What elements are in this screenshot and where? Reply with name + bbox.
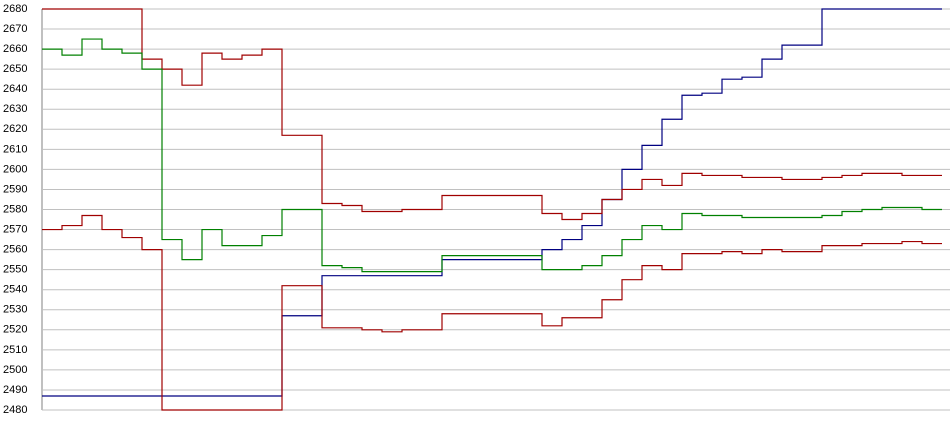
y-tick-label: 2650 xyxy=(3,63,27,75)
y-tick-label: 2490 xyxy=(3,384,27,396)
y-tick-label: 2550 xyxy=(3,264,27,276)
series-line xyxy=(42,8,942,221)
y-tick-label: 2670 xyxy=(3,23,27,35)
y-tick-label: 2680 xyxy=(3,3,27,15)
y-tick-label: 2500 xyxy=(3,364,27,376)
y-tick-label: 2520 xyxy=(3,324,27,336)
y-tick-label: 2620 xyxy=(3,123,27,135)
series-line xyxy=(42,8,942,397)
y-tick-label: 2570 xyxy=(3,223,27,235)
series-line xyxy=(42,214,942,411)
y-tick-label: 2480 xyxy=(3,404,27,416)
y-tick-label: 2660 xyxy=(3,43,27,55)
y-tick-label: 2530 xyxy=(3,304,27,316)
y-tick-label: 2600 xyxy=(3,163,27,175)
y-tick-label: 2560 xyxy=(3,244,27,256)
y-tick-label: 2640 xyxy=(3,83,27,95)
series-line xyxy=(42,38,942,273)
y-tick-label: 2580 xyxy=(3,203,27,215)
y-tick-label: 2630 xyxy=(3,103,27,115)
y-tick-label: 2610 xyxy=(3,143,27,155)
y-tick-label: 2540 xyxy=(3,284,27,296)
y-tick-label: 2590 xyxy=(3,183,27,195)
y-tick-label: 2510 xyxy=(3,344,27,356)
